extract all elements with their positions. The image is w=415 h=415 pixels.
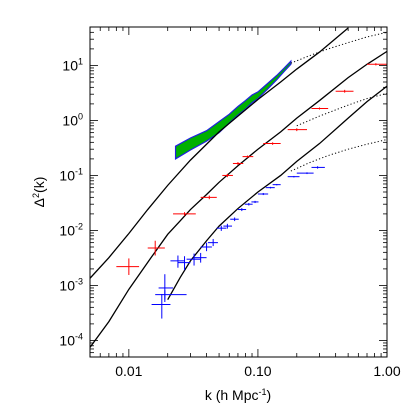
x-tick-label: 1.00 [373,363,400,379]
data-point [200,242,212,252]
curve-layer [90,27,387,348]
model-curve-2 [90,50,387,348]
data-point [216,225,227,231]
data-point [200,195,217,200]
y-axis-label: Δ2(k) [31,177,47,208]
data-point [242,155,254,158]
series-layer [116,63,387,319]
model-curve-4 [167,85,387,301]
data-point [311,107,329,110]
data-point [237,208,247,212]
data-point [155,290,187,300]
data-point [170,255,185,268]
data-point [265,186,275,189]
y-tick-labels: 10-4 10-3 10-2 10-1 100 101 [59,56,83,348]
data-point [223,223,233,229]
data-point [263,142,281,145]
data-point [151,293,171,319]
x-axis-label-main: k (h Mpc [205,387,259,403]
data-point [244,202,253,206]
y-tick-label: 10-2 [59,221,83,238]
y-tick-label: 10-3 [59,276,83,293]
data-point [147,240,165,256]
plot-area [90,27,387,357]
y-tick-label: 101 [62,56,83,73]
data-point [257,192,269,196]
data-point [367,63,387,66]
y-tick-label: 100 [62,111,83,128]
data-point [173,212,196,216]
x-axis-label-exponent: -1 [259,387,267,397]
data-point [116,258,140,275]
data-point [222,173,233,178]
y-axis-label-main: Δ [31,198,47,207]
data-point [177,256,191,271]
model-curve-0 [90,27,349,279]
y-tick-label: 10-1 [59,166,83,183]
data-point [287,128,308,132]
data-point [287,175,300,178]
data-point [194,252,207,263]
x-axis-label-suffix: ) [267,387,272,403]
x-axis-label: k (h Mpc-1) [205,387,271,403]
data-point [230,217,239,222]
x-tick-label: 0.01 [115,363,142,379]
data-point [272,183,281,186]
data-point [186,253,201,266]
data-point [232,162,244,165]
y-axis-label-suffix: (k) [31,177,47,193]
data-point [311,166,325,169]
data-point [251,200,259,204]
data-point [207,238,218,247]
data-point [335,89,354,93]
y-tick-label: 10-4 [59,331,83,348]
plot-frame [89,26,388,358]
data-point [296,172,314,175]
y-axis-label-exponent: 2 [31,193,41,198]
x-tick-label: 0.10 [244,363,271,379]
x-tick-labels: 0.01 0.10 1.00 [115,363,401,379]
